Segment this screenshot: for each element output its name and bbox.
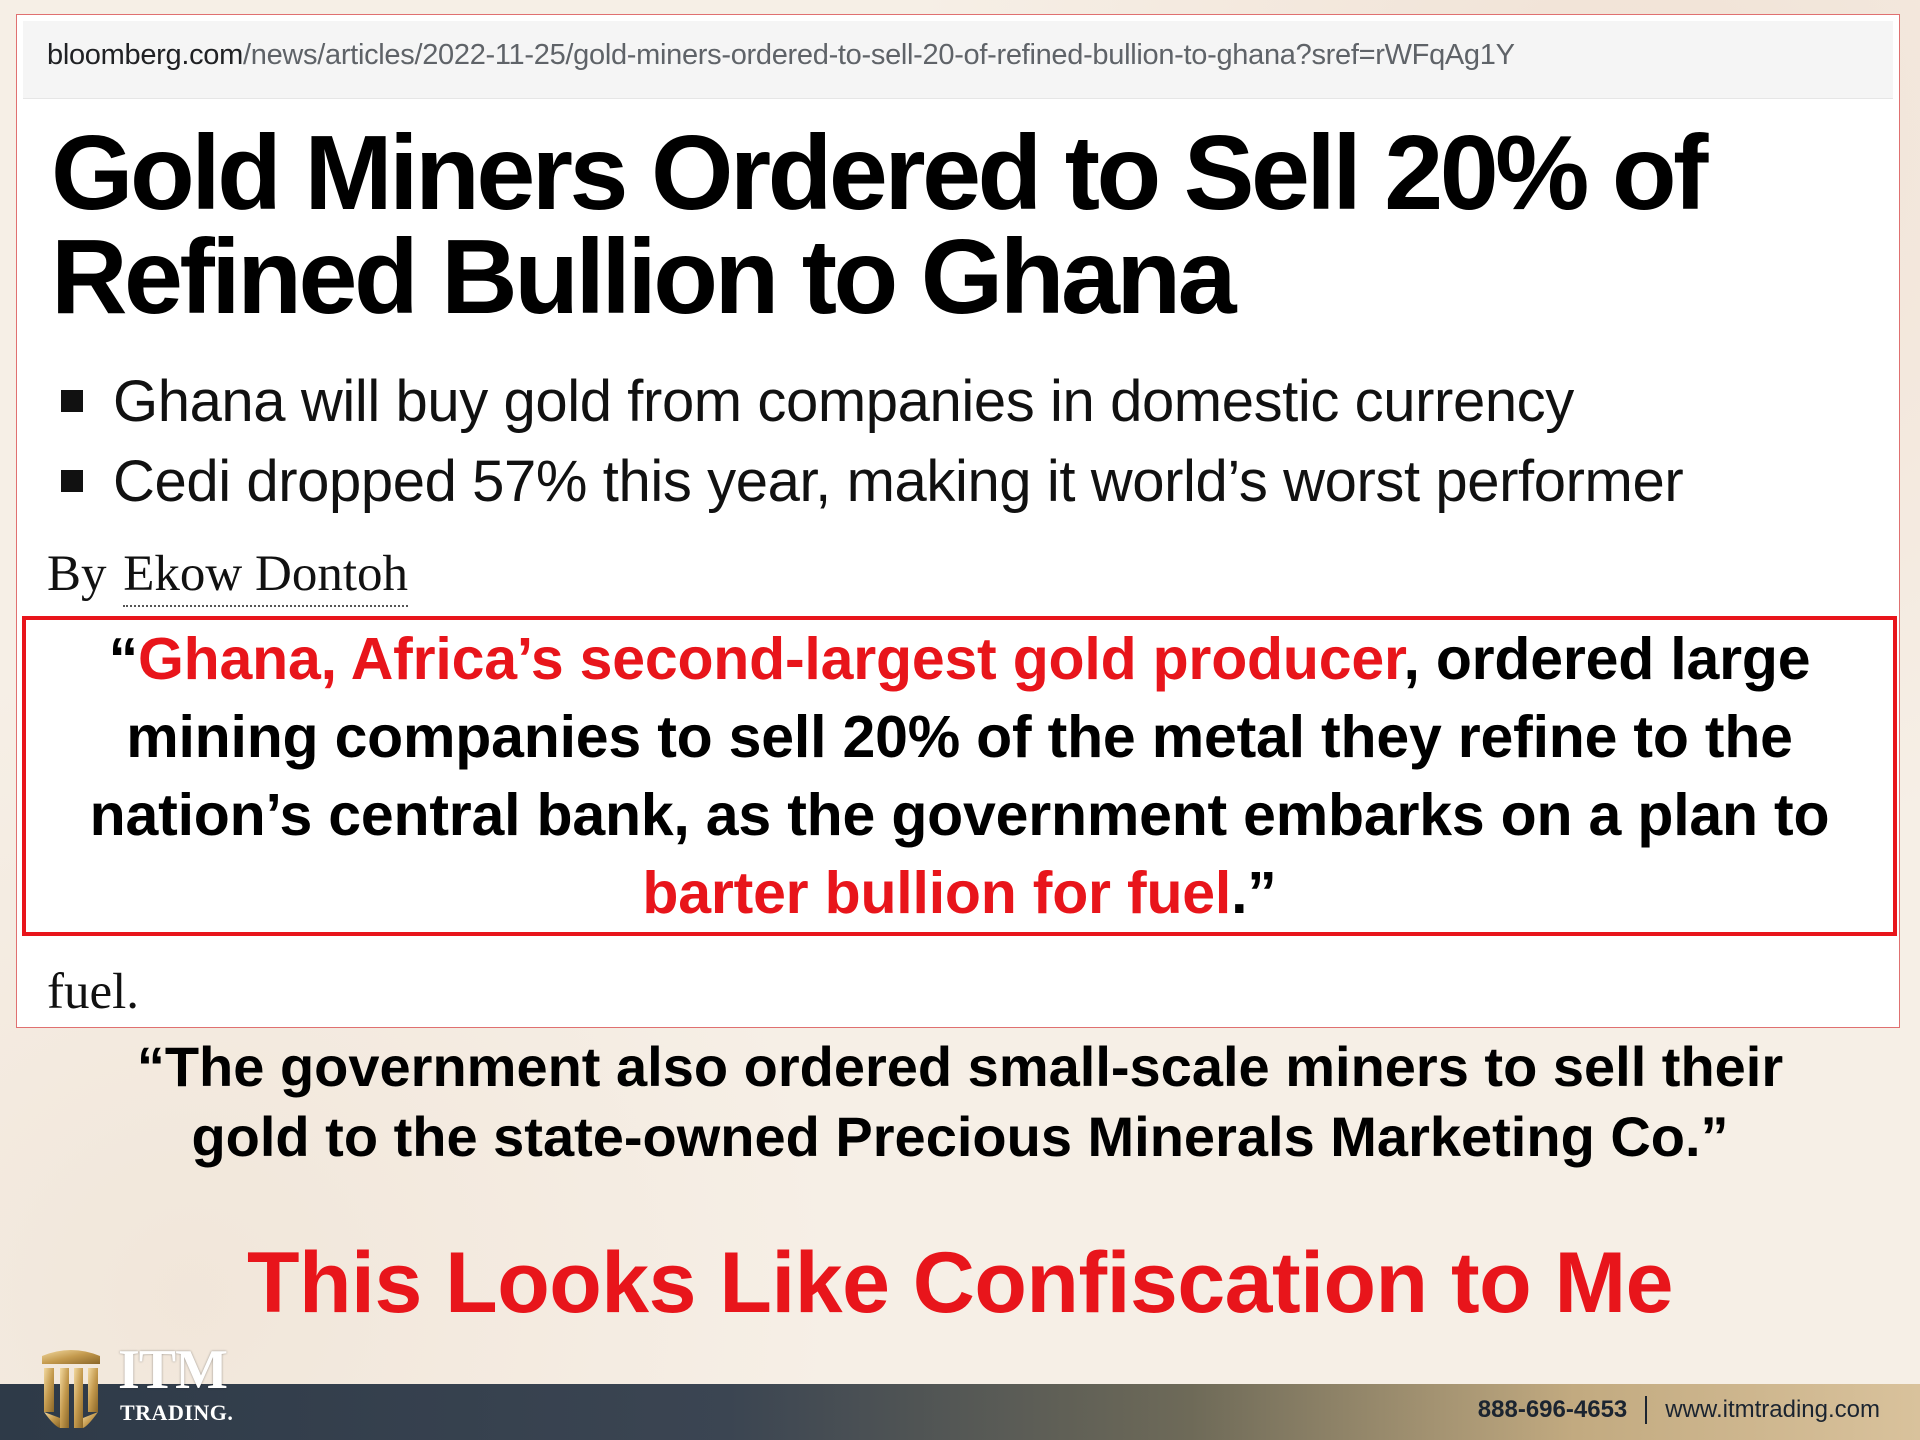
byline-prefix: By <box>47 546 107 602</box>
article-body-fragment: fuel. <box>47 964 140 1020</box>
url-path: /news/articles/2022-11-25/gold-miners-or… <box>242 39 1515 71</box>
phone-number[interactable]: 888-696-4653 <box>1477 1396 1628 1423</box>
website-link[interactable]: www.itmtrading.com <box>1665 1396 1880 1423</box>
list-item: Ghana will buy gold from companies in do… <box>47 361 1683 441</box>
callout-heading: This Looks Like Confiscation to Me <box>246 1235 1674 1331</box>
byline: By Ekow Dontoh <box>47 545 409 607</box>
second-quote-line-2: gold to the state-owned Precious Mineral… <box>191 1105 1729 1168</box>
footer-contact: 888-696-4653 www.itmtrading.com <box>1478 1396 1880 1424</box>
columns-temple-icon <box>42 1350 100 1428</box>
quote-highlight-producer: Ghana, Africa’s second-largest gold prod… <box>137 626 1404 692</box>
quote-body: , ordered large mining companies to sell… <box>89 626 1830 848</box>
quote-open-mark: “ <box>108 626 139 692</box>
author-link[interactable]: Ekow Dontoh <box>123 546 409 607</box>
logo-wordmark: ITM <box>118 1339 228 1401</box>
quote-close: .” <box>1231 860 1277 926</box>
highlighted-quote-box: “Ghana, Africa’s second-largest gold pro… <box>22 616 1897 936</box>
footer-bar: 888-696-4653 www.itmtrading.com <box>0 1384 1920 1440</box>
bullet-square-icon <box>61 390 83 412</box>
article-summary-bullets: Ghana will buy gold from companies in do… <box>47 361 1684 521</box>
second-quote-line-1: “The government also ordered small-scale… <box>136 1035 1784 1098</box>
headline-line-1: Gold Miners Ordered to Sell 20% of <box>51 114 1708 232</box>
url-bar[interactable]: bloomberg.com/news/articles/2022-11-25/g… <box>23 21 1893 99</box>
headline-line-2: Refined Bullion to Ghana <box>51 218 1237 336</box>
quote-text: “Ghana, Africa’s second-largest gold pro… <box>26 620 1893 932</box>
divider <box>1645 1396 1648 1424</box>
list-item: Cedi dropped 57% this year, making it wo… <box>47 441 1684 521</box>
bullet-square-icon <box>61 470 83 492</box>
logo-subtitle: TRADING. <box>120 1400 234 1425</box>
bullet-text: Ghana will buy gold from companies in do… <box>113 368 1574 434</box>
url-text[interactable]: bloomberg.com/news/articles/2022-11-25/g… <box>47 39 1515 72</box>
quote-highlight-barter: barter bullion for fuel <box>642 860 1232 926</box>
itm-trading-logo: ITM TRADING. <box>38 1339 258 1434</box>
second-quote: “The government also ordered small-scale… <box>40 1032 1880 1172</box>
article-headline: Gold Miners Ordered to Sell 20% of Refin… <box>51 120 1871 330</box>
bullet-text: Cedi dropped 57% this year, making it wo… <box>113 448 1684 514</box>
url-domain: bloomberg.com <box>47 39 243 71</box>
